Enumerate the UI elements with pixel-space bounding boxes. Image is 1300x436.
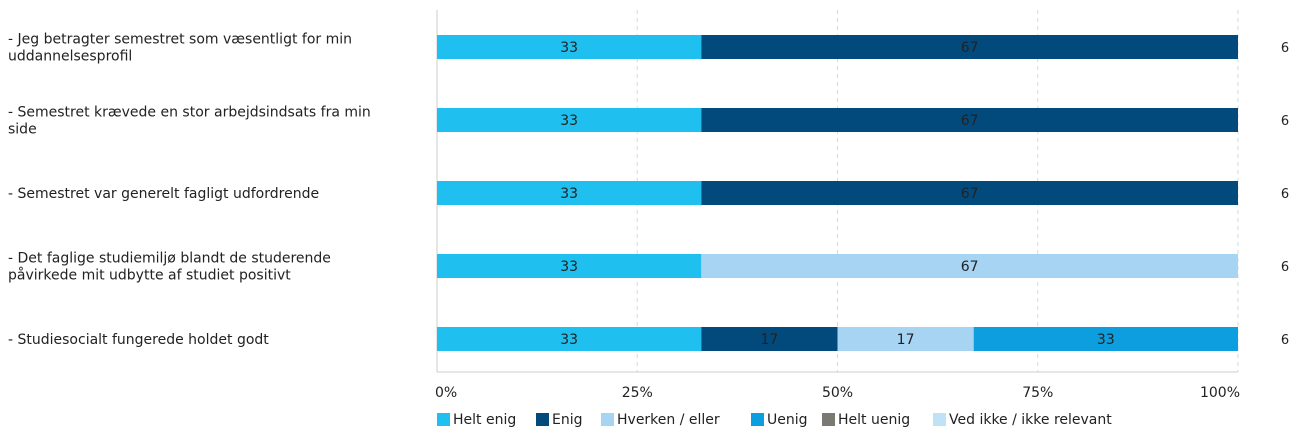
n-count-label: 6 bbox=[1281, 333, 1289, 348]
category-label: - Studiesocialt fungerede holdet godt bbox=[8, 332, 269, 348]
bar-value-label: 33 bbox=[560, 40, 578, 56]
bar-value-label: 33 bbox=[1097, 332, 1115, 348]
x-tick-label: 100% bbox=[1200, 385, 1240, 401]
bar-segment bbox=[437, 327, 702, 351]
bar-value-label: 33 bbox=[560, 332, 578, 348]
category-label: - Semestret krævede en stor arbejdsindsa… bbox=[8, 105, 371, 138]
bar-segment bbox=[701, 254, 1238, 278]
bar-segment bbox=[701, 35, 1238, 59]
legend-label: Helt enig bbox=[453, 412, 516, 428]
category-label: - Semestret var generelt fagligt udfordr… bbox=[8, 186, 319, 202]
bar-value-label: 33 bbox=[560, 186, 578, 202]
bar-value-label: 67 bbox=[961, 259, 979, 275]
category-label: - Det faglige studiemiljø blandt de stud… bbox=[8, 251, 331, 284]
n-count-label: 6 bbox=[1281, 114, 1289, 129]
legend-label: Helt uenig bbox=[838, 412, 910, 428]
legend-swatch bbox=[933, 413, 946, 426]
bar-value-label: 33 bbox=[560, 113, 578, 129]
category-label-line: - Det faglige studiemiljø blandt de stud… bbox=[8, 251, 331, 267]
legend-label: Hverken / eller bbox=[617, 412, 720, 428]
bar-segment bbox=[837, 327, 974, 351]
n-count-label: 6 bbox=[1281, 187, 1289, 202]
bar-segment bbox=[437, 108, 702, 132]
bar-segment bbox=[701, 108, 1238, 132]
bar-segment bbox=[437, 35, 702, 59]
bar-segment bbox=[701, 181, 1238, 205]
legend-swatch bbox=[437, 413, 450, 426]
n-count-label: 6 bbox=[1281, 260, 1289, 275]
legend-label: Enig bbox=[552, 412, 583, 428]
x-tick-label: 0% bbox=[435, 385, 457, 401]
bar-value-label: 33 bbox=[560, 259, 578, 275]
bar-segment bbox=[437, 181, 702, 205]
bar-value-label: 17 bbox=[897, 332, 915, 348]
x-tick-label: 50% bbox=[822, 385, 853, 401]
n-count-label: 6 bbox=[1281, 41, 1289, 56]
bar-segment bbox=[973, 327, 1238, 351]
x-tick-label: 25% bbox=[622, 385, 653, 401]
bar-value-label: 67 bbox=[961, 113, 979, 129]
legend-swatch bbox=[751, 413, 764, 426]
category-label-line: uddannelsesprofil bbox=[8, 49, 132, 65]
legend-swatch bbox=[822, 413, 835, 426]
legend-label: Uenig bbox=[767, 412, 808, 428]
category-label-line: - Semestret krævede en stor arbejdsindsa… bbox=[8, 105, 371, 121]
legend-label: Ved ikke / ikke relevant bbox=[949, 412, 1112, 428]
bar-value-label: 17 bbox=[761, 332, 779, 348]
category-label-line: - Studiesocialt fungerede holdet godt bbox=[8, 332, 269, 348]
category-label-line: side bbox=[8, 122, 37, 138]
legend-swatch bbox=[536, 413, 549, 426]
category-label: - Jeg betragter semestret som væsentligt… bbox=[8, 32, 352, 65]
x-tick-label: 75% bbox=[1022, 385, 1053, 401]
bar-value-label: 67 bbox=[961, 186, 979, 202]
category-label-line: - Semestret var generelt fagligt udfordr… bbox=[8, 186, 319, 202]
legend-swatch bbox=[601, 413, 614, 426]
bar-segment bbox=[701, 327, 838, 351]
category-label-line: - Jeg betragter semestret som væsentligt… bbox=[8, 32, 352, 48]
bar-segment bbox=[437, 254, 702, 278]
bar-value-label: 67 bbox=[961, 40, 979, 56]
category-label-line: påvirkede mit udbytte af studiet positiv… bbox=[8, 267, 291, 284]
